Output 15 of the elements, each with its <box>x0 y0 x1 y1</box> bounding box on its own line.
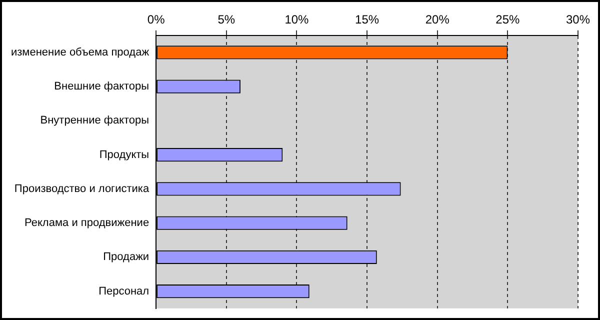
y-tick-label: Производство и логистика <box>14 182 150 195</box>
y-tick-label: Персонал <box>98 285 150 298</box>
y-tick-label: Внутренние факторы <box>40 114 150 127</box>
x-tick-label: 0% <box>147 12 166 27</box>
x-tick-label: 30% <box>566 12 590 27</box>
x-tick-label: 10% <box>284 12 310 27</box>
y-tick-label: Продукты <box>99 148 150 161</box>
x-tick-label: 20% <box>425 12 450 27</box>
y-tick-label: Продажи <box>103 251 150 264</box>
y-tick-label: Внешние факторы <box>54 80 150 93</box>
y-tick-label: Реклама и продвижение <box>24 217 150 230</box>
x-tick-label: 5% <box>218 12 236 27</box>
y-tick-label: изменение объема продаж <box>10 46 150 58</box>
x-tick-label: 15% <box>355 12 380 27</box>
x-tick-label: 25% <box>496 12 520 27</box>
